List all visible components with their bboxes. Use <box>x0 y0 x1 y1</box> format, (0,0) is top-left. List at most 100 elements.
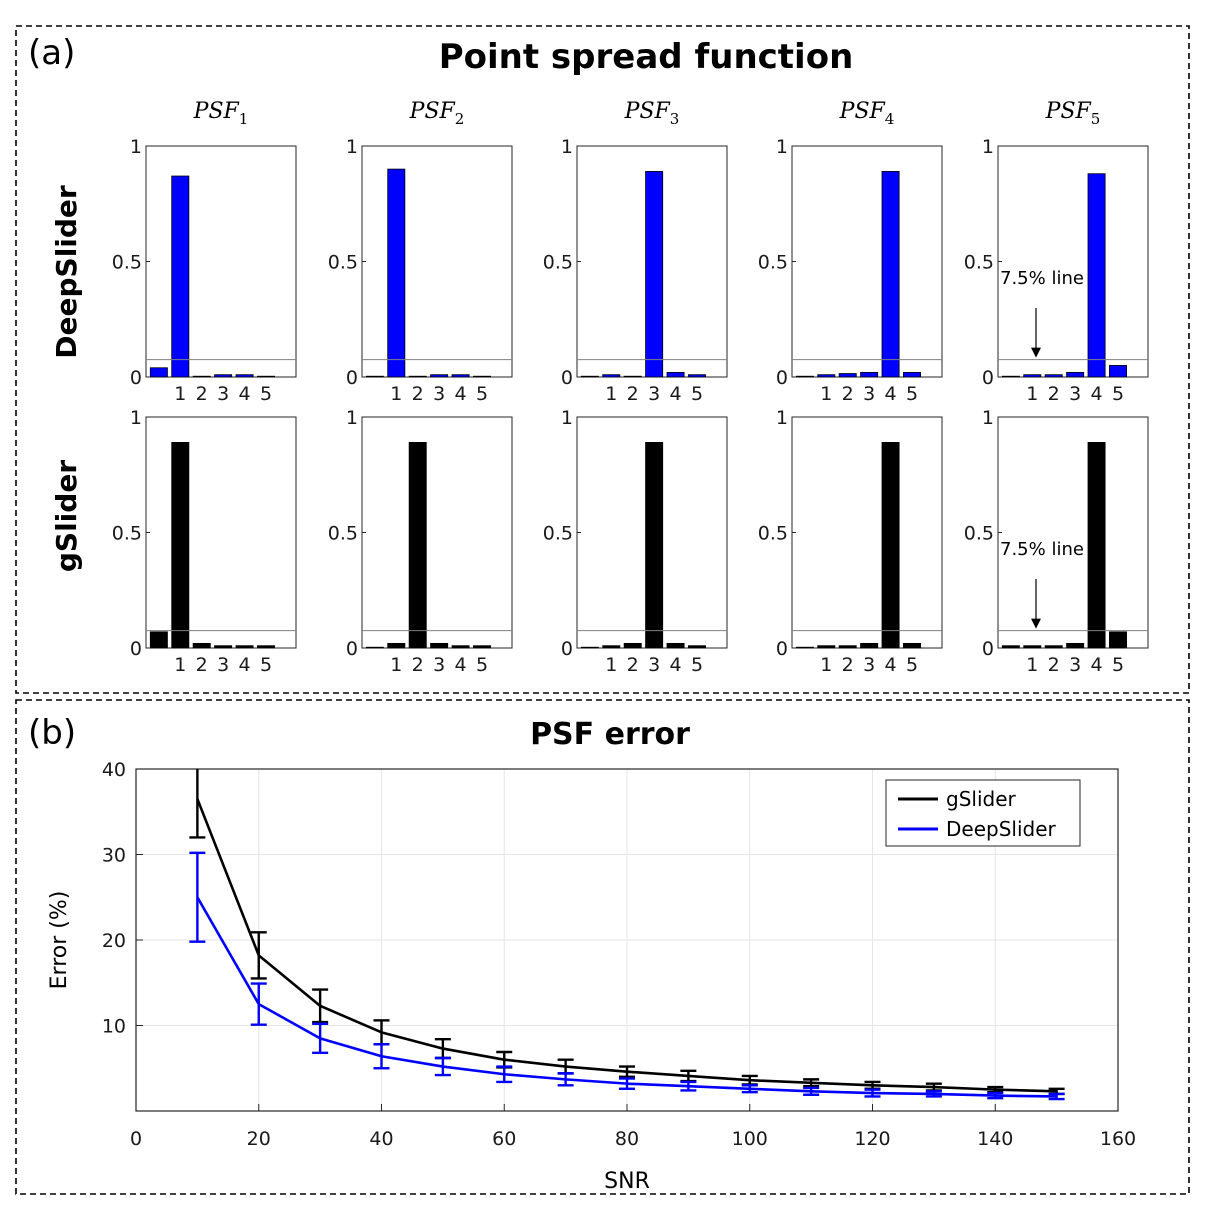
x-tick-label: 1 <box>605 383 617 405</box>
x-tick-label: 4 <box>455 383 467 405</box>
psf-bar <box>1087 173 1106 378</box>
legend: gSlider DeepSlider <box>885 779 1081 847</box>
y-tick-label: 0.5 <box>964 252 994 274</box>
psf-bar <box>1109 365 1127 378</box>
x-tick-label: 4 <box>239 383 251 405</box>
x-tick-label: 100 <box>732 1128 768 1150</box>
y-tick-label: 0 <box>982 367 994 389</box>
row-label-deepslider: DeepSlider <box>50 185 83 359</box>
psf-column-title: PSF1 <box>193 99 249 128</box>
psf-bar <box>430 642 449 649</box>
psf-bar <box>365 646 384 649</box>
x-tick-label: 4 <box>455 654 467 676</box>
x-tick-label: 3 <box>217 383 229 405</box>
y-tick-label: 1 <box>561 136 573 158</box>
x-tick-label: 120 <box>854 1128 890 1150</box>
y-tick-label: 0 <box>346 638 358 660</box>
psf-bar <box>688 645 706 649</box>
psf-bar <box>451 645 470 649</box>
psf-bar <box>214 645 233 649</box>
psf-bar <box>602 645 621 649</box>
x-tick-label: 5 <box>476 383 488 405</box>
y-tick-label: 0.5 <box>328 252 358 274</box>
x-tick-label: 80 <box>615 1128 639 1150</box>
psf-bar <box>365 375 384 378</box>
psf-bar <box>881 171 900 378</box>
psf-title-subscript: 4 <box>885 110 895 128</box>
y-tick-label: 0 <box>776 367 788 389</box>
y-tick-label: 40 <box>102 759 126 781</box>
psf-bar <box>235 374 254 378</box>
x-tick-label: 3 <box>1069 654 1081 676</box>
y-tick-label: 1 <box>130 136 142 158</box>
x-tick-label: 2 <box>842 383 854 405</box>
psf-column-title: PSF2 <box>409 99 465 128</box>
psf-bar <box>1109 631 1127 649</box>
psf-bar <box>192 642 211 649</box>
x-tick-label: 1 <box>1026 383 1038 405</box>
psf-title-subscript: 5 <box>1091 110 1101 128</box>
y-tick-label: 0 <box>561 638 573 660</box>
y-tick-label: 1 <box>561 407 573 429</box>
y-tick-label: 1 <box>776 407 788 429</box>
y-tick-label: 0.5 <box>964 523 994 545</box>
x-tick-label: 60 <box>492 1128 516 1150</box>
psf-bar <box>860 642 879 649</box>
x-tick-label: 140 <box>977 1128 1013 1150</box>
psf-bar <box>473 645 491 649</box>
x-tick-label: 0 <box>130 1128 142 1150</box>
x-tick-label: 3 <box>648 383 660 405</box>
y-tick-label: 1 <box>346 407 358 429</box>
psf-bar <box>666 642 685 649</box>
x-tick-label: 3 <box>648 654 660 676</box>
row-label-gslider: gSlider <box>50 460 83 572</box>
y-tick-label: 0.5 <box>543 523 573 545</box>
psf-bar <box>1001 375 1020 378</box>
x-tick-label: 2 <box>412 383 424 405</box>
y-tick-label: 1 <box>130 407 142 429</box>
y-tick-label: 0.5 <box>328 523 358 545</box>
y-tick-label: 0 <box>130 638 142 660</box>
x-tick-label: 4 <box>885 383 897 405</box>
y-tick-label: 10 <box>102 1016 126 1038</box>
y-tick-label: 0.5 <box>112 252 142 274</box>
panel-b-label: (b) <box>28 713 76 753</box>
y-tick-label: 0.5 <box>112 523 142 545</box>
legend-entry: DeepSlider <box>946 817 1057 841</box>
psf-bar <box>817 645 836 649</box>
psf-axes <box>361 145 513 378</box>
x-tick-label: 2 <box>196 654 208 676</box>
psf-bar <box>451 374 470 378</box>
psf-bar <box>580 646 599 649</box>
y-tick-label: 1 <box>346 136 358 158</box>
x-tick-label: 3 <box>217 654 229 676</box>
psf-bar <box>1066 642 1085 649</box>
psf-bar <box>817 374 836 378</box>
psf-bar <box>430 374 449 378</box>
y-tick-label: 0.5 <box>543 252 573 274</box>
y-tick-label: 0.5 <box>758 523 788 545</box>
y-tick-label: 1 <box>982 407 994 429</box>
psf-bar <box>214 374 233 378</box>
annotation-arrow-head <box>1031 347 1041 358</box>
x-tick-label: 1 <box>820 383 832 405</box>
x-tick-label: 4 <box>239 654 251 676</box>
psf-bar <box>1001 645 1020 649</box>
y-tick-label: 0 <box>346 367 358 389</box>
psf-bar <box>1087 442 1106 649</box>
x-tick-label: 2 <box>1048 654 1060 676</box>
x-tick-label: 1 <box>390 383 402 405</box>
psf-bar <box>903 371 921 378</box>
x-tick-label: 5 <box>691 654 703 676</box>
psf-title-main: PSF <box>1045 99 1092 124</box>
psf-column-title: PSF3 <box>624 99 680 128</box>
psf-bar <box>1044 645 1063 649</box>
x-tick-label: 4 <box>1091 383 1103 405</box>
psf-bar <box>838 373 857 378</box>
x-tick-label: 5 <box>260 383 272 405</box>
legend-box <box>885 779 1081 847</box>
legend-entry: gSlider <box>946 787 1017 811</box>
psf-bar <box>602 374 621 378</box>
psf-bar <box>192 375 211 378</box>
